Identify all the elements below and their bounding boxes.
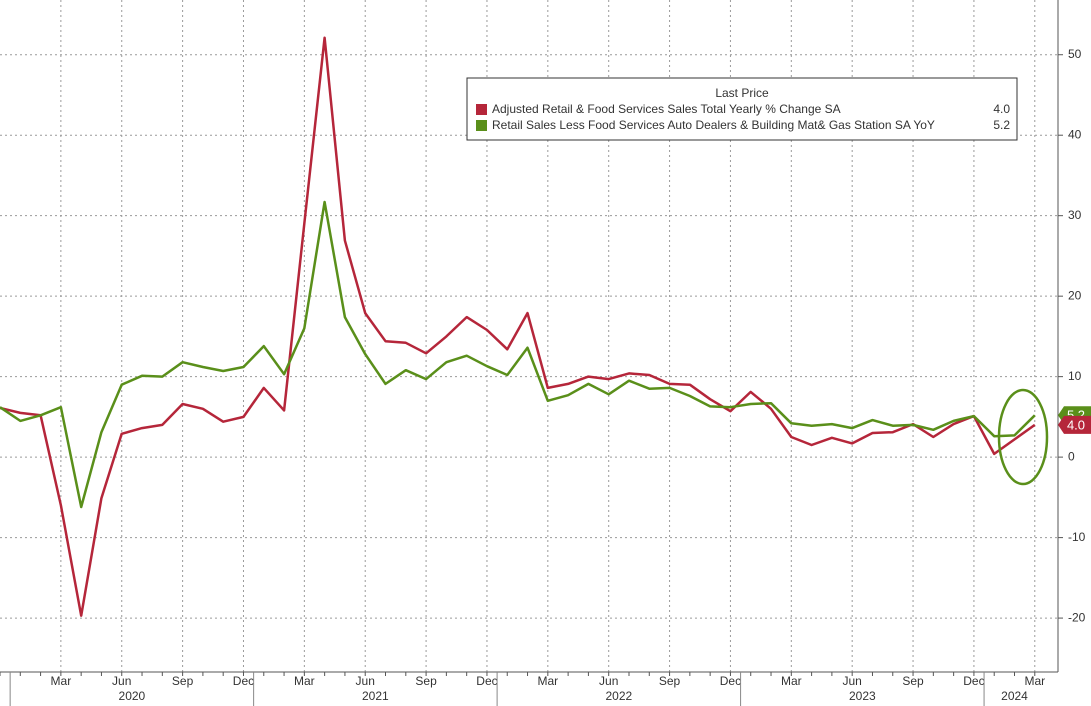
- legend-value: 4.0: [993, 102, 1010, 116]
- x-tick-label: Jun: [112, 674, 131, 688]
- x-tick-label: Sep: [172, 674, 194, 688]
- year-label: 2022: [605, 689, 632, 703]
- legend-swatch: [476, 120, 487, 131]
- y-tick-label: 10: [1068, 369, 1082, 383]
- legend-title: Last Price: [715, 86, 769, 100]
- x-tick-label: Mar: [294, 674, 315, 688]
- highlight-ellipse: [997, 388, 1049, 486]
- y-tick-label: 40: [1068, 127, 1082, 141]
- x-tick-label: Dec: [476, 674, 497, 688]
- x-tick-label: Mar: [781, 674, 802, 688]
- x-tick-label: Sep: [415, 674, 437, 688]
- plot: [0, 36, 1036, 617]
- legend: Last Price Adjusted Retail & Food Servic…: [466, 77, 1018, 141]
- year-label: 2021: [362, 689, 389, 703]
- legend-swatch: [476, 104, 487, 115]
- series-line: [0, 36, 1036, 617]
- x-tick-label: Dec: [963, 674, 984, 688]
- x-tick-label: Dec: [233, 674, 254, 688]
- year-label: 2020: [119, 689, 146, 703]
- y-tick-label: 50: [1068, 47, 1082, 61]
- last-value-tag: [1058, 415, 1091, 434]
- series-line: [0, 200, 1036, 509]
- x-tick-label: Mar: [537, 674, 558, 688]
- x-tick-label: Jun: [356, 674, 375, 688]
- legend-label: Adjusted Retail & Food Services Sales To…: [492, 102, 841, 116]
- x-tick-label: Mar: [51, 674, 72, 688]
- legend-box: [466, 77, 1018, 141]
- legend-value: 5.2: [993, 118, 1010, 132]
- x-tick-label: Jun: [599, 674, 618, 688]
- year-label: 2023: [849, 689, 876, 703]
- y-tick-label: -10: [1068, 530, 1086, 544]
- y-tick-label: -20: [1068, 610, 1086, 624]
- x-tick-label: Dec: [720, 674, 741, 688]
- year-label: 2024: [1001, 689, 1028, 703]
- y-tick-label: 20: [1068, 288, 1082, 302]
- legend-label: Retail Sales Less Food Services Auto Dea…: [492, 118, 935, 132]
- x-tick-label: Jun: [843, 674, 862, 688]
- x-tick-label: Sep: [902, 674, 924, 688]
- y-tick-label: 30: [1068, 208, 1082, 222]
- y-tick-label: 0: [1068, 449, 1075, 463]
- last-value-label: 4.0: [1067, 417, 1085, 432]
- x-tick-label: Sep: [659, 674, 681, 688]
- x-tick-label: Mar: [1024, 674, 1045, 688]
